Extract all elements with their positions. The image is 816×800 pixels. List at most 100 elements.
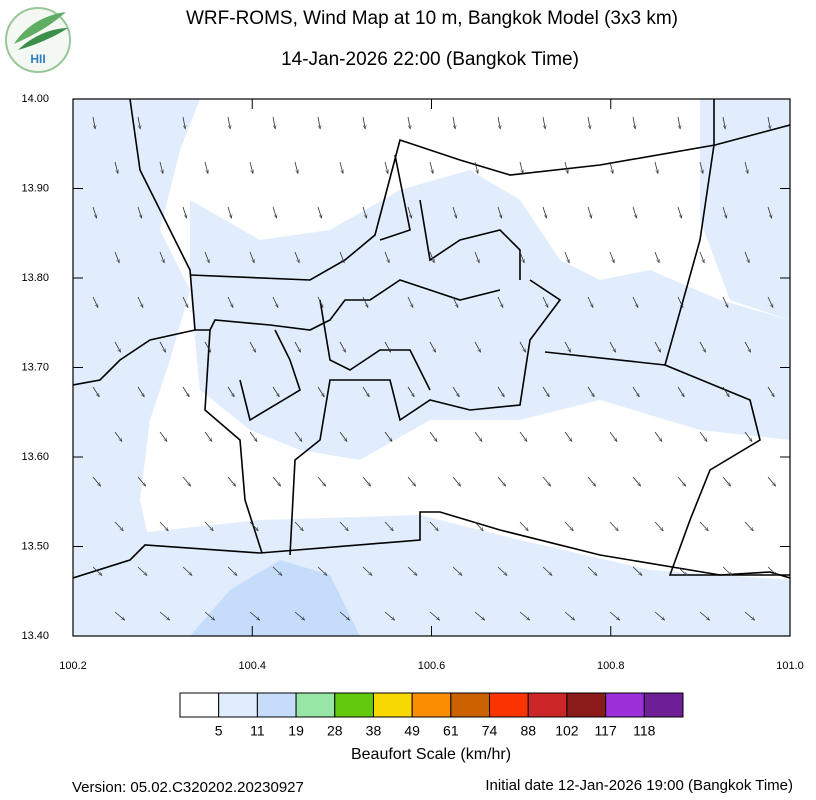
wind-arrow <box>542 386 550 397</box>
wind-arrow <box>114 161 118 174</box>
wind-arrow <box>114 251 119 263</box>
wind-arrow <box>362 116 365 129</box>
wind-arrow <box>587 206 592 218</box>
wind-arrow <box>114 341 121 352</box>
wind-arrow <box>227 206 232 218</box>
wind-arrow <box>564 161 568 174</box>
wind-arrow <box>699 341 706 352</box>
wind-zone <box>700 99 790 320</box>
wind-arrow <box>474 161 478 174</box>
wind-arrow <box>114 521 123 531</box>
wind-arrow <box>272 296 279 308</box>
wind-arrow <box>497 386 505 397</box>
wind-arrow <box>452 116 455 129</box>
wind-arrow <box>159 611 170 620</box>
colorbar-box <box>295 692 336 718</box>
wind-arrow <box>159 431 167 442</box>
wind-arrow <box>474 251 479 263</box>
wind-arrow <box>92 476 101 486</box>
y-tick-label: 13.90 <box>21 182 49 194</box>
wind-arrow <box>182 116 185 129</box>
wind-arrow <box>542 296 549 308</box>
wind-arrow <box>407 116 410 129</box>
wind-arrow <box>92 386 100 397</box>
colorbar-label: 102 <box>555 723 579 739</box>
wind-arrow <box>452 386 460 397</box>
colorbar-label: 19 <box>288 723 304 739</box>
wind-arrow <box>339 251 344 263</box>
wind-arrow <box>137 566 147 576</box>
wind-arrow <box>317 566 327 576</box>
wind-arrow <box>429 341 436 352</box>
wind-arrow <box>699 611 710 620</box>
wind-arrow <box>204 341 211 352</box>
wind-arrow <box>722 116 725 129</box>
wind-arrow <box>722 296 729 308</box>
colorbar-label: 117 <box>594 723 617 739</box>
wind-arrow <box>272 206 277 218</box>
wind-arrow <box>294 521 303 531</box>
wind-arrow <box>587 296 594 308</box>
wind-arrow <box>744 251 749 263</box>
wind-arrow <box>362 206 367 218</box>
wind-arrow <box>744 341 751 352</box>
wind-arrow <box>542 206 547 218</box>
wind-arrow <box>339 431 347 442</box>
chart-subtitle: 14-Jan-2026 22:00 (Bangkok Time) <box>281 49 579 70</box>
wind-arrow <box>429 251 434 263</box>
wind-arrow <box>587 476 596 486</box>
wind-arrow <box>452 566 462 576</box>
wind-arrow <box>677 386 685 397</box>
wind-arrow <box>497 296 504 308</box>
wind-arrow <box>609 251 614 263</box>
colorbar-box <box>179 692 220 718</box>
colorbar-label: 49 <box>404 723 420 739</box>
version-text: Version: 05.02.C320202.20230927 <box>72 779 304 796</box>
wind-arrow <box>587 386 595 397</box>
wind-arrow <box>114 611 125 620</box>
wind-arrow <box>182 386 190 397</box>
wind-arrow <box>272 386 280 397</box>
colorbar-label: 11 <box>250 723 265 739</box>
wind-arrow <box>542 476 551 486</box>
wind-arrow <box>452 296 459 308</box>
wind-arrow <box>519 521 528 531</box>
wind-arrow <box>654 341 661 352</box>
wind-arrow <box>699 431 707 442</box>
wind-arrow <box>317 206 322 218</box>
colorbar-title: Beaufort Scale (km/hr) <box>351 746 511 763</box>
colorbar-box <box>218 692 258 718</box>
wind-arrow <box>474 431 482 442</box>
colorbar-box <box>372 692 413 718</box>
wind-arrow <box>227 386 235 397</box>
wind-arrow <box>722 386 730 397</box>
wind-arrow <box>407 566 417 576</box>
wind-arrow <box>632 296 639 308</box>
wind-arrow <box>654 431 662 442</box>
wind-arrow <box>519 611 530 620</box>
wind-arrow <box>384 431 392 442</box>
wind-arrow <box>182 296 189 308</box>
y-tick-label: 13.40 <box>21 630 49 642</box>
wind-arrow <box>317 116 320 129</box>
wind-arrow <box>384 341 391 352</box>
wind-arrow <box>407 206 412 218</box>
wind-arrow <box>767 566 777 576</box>
x-tick-label: 100.4 <box>238 660 266 672</box>
colorbar: 5 11 19 28 38 49 61 74 88 102 117 118 <box>179 692 684 739</box>
wind-arrow <box>699 521 708 531</box>
colorbar-box <box>411 692 452 718</box>
wind-arrow <box>654 161 658 174</box>
initial-date: Initial date 12-Jan-2026 19:00 (Bangkok … <box>485 777 793 794</box>
colorbar-box <box>527 692 568 718</box>
wind-arrow <box>429 521 438 531</box>
wind-arrow <box>317 476 326 486</box>
wind-arrow <box>227 296 234 308</box>
logo-text: HII <box>30 52 45 66</box>
wind-arrow <box>722 476 731 486</box>
map-area <box>73 99 790 636</box>
wind-arrow <box>677 206 682 218</box>
wind-arrow <box>339 521 348 531</box>
wind-arrow <box>452 476 461 486</box>
